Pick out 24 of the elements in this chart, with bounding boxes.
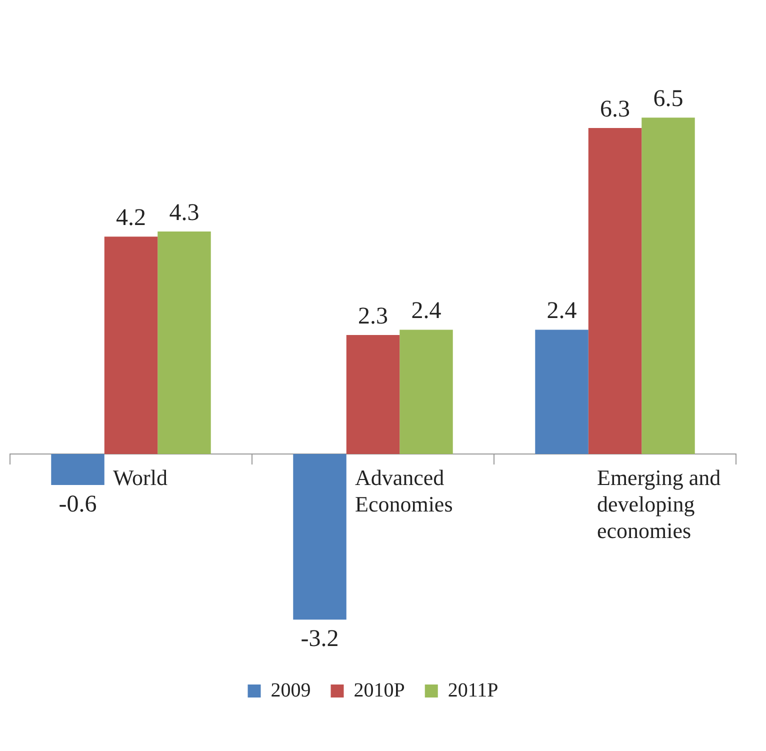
bar [642,118,695,454]
data-label: 2.4 [411,298,442,324]
bar [293,454,346,620]
bar [346,334,400,454]
legend-label: 2011P [448,679,498,702]
legend-label: 2009 [270,679,311,702]
data-label: -0.6 [58,491,97,518]
x-tick-label: Emerging and developing economies [597,464,721,543]
bar [535,330,588,454]
data-label: 6.3 [600,96,630,122]
data-label: 4.3 [169,200,200,226]
x-tick-label: Advanced Economies [355,464,453,516]
data-label: -3.2 [300,626,339,652]
bar [588,128,642,454]
data-label: 6.5 [653,86,684,112]
bar [158,231,211,454]
bar [104,236,158,454]
x-tick-label: World [113,464,168,490]
legend-label: 2010P [354,679,405,702]
data-label: 2.3 [358,303,388,330]
data-label: 4.2 [116,204,146,231]
bar [400,330,453,454]
data-label: 2.4 [546,298,577,324]
bar [51,454,104,486]
